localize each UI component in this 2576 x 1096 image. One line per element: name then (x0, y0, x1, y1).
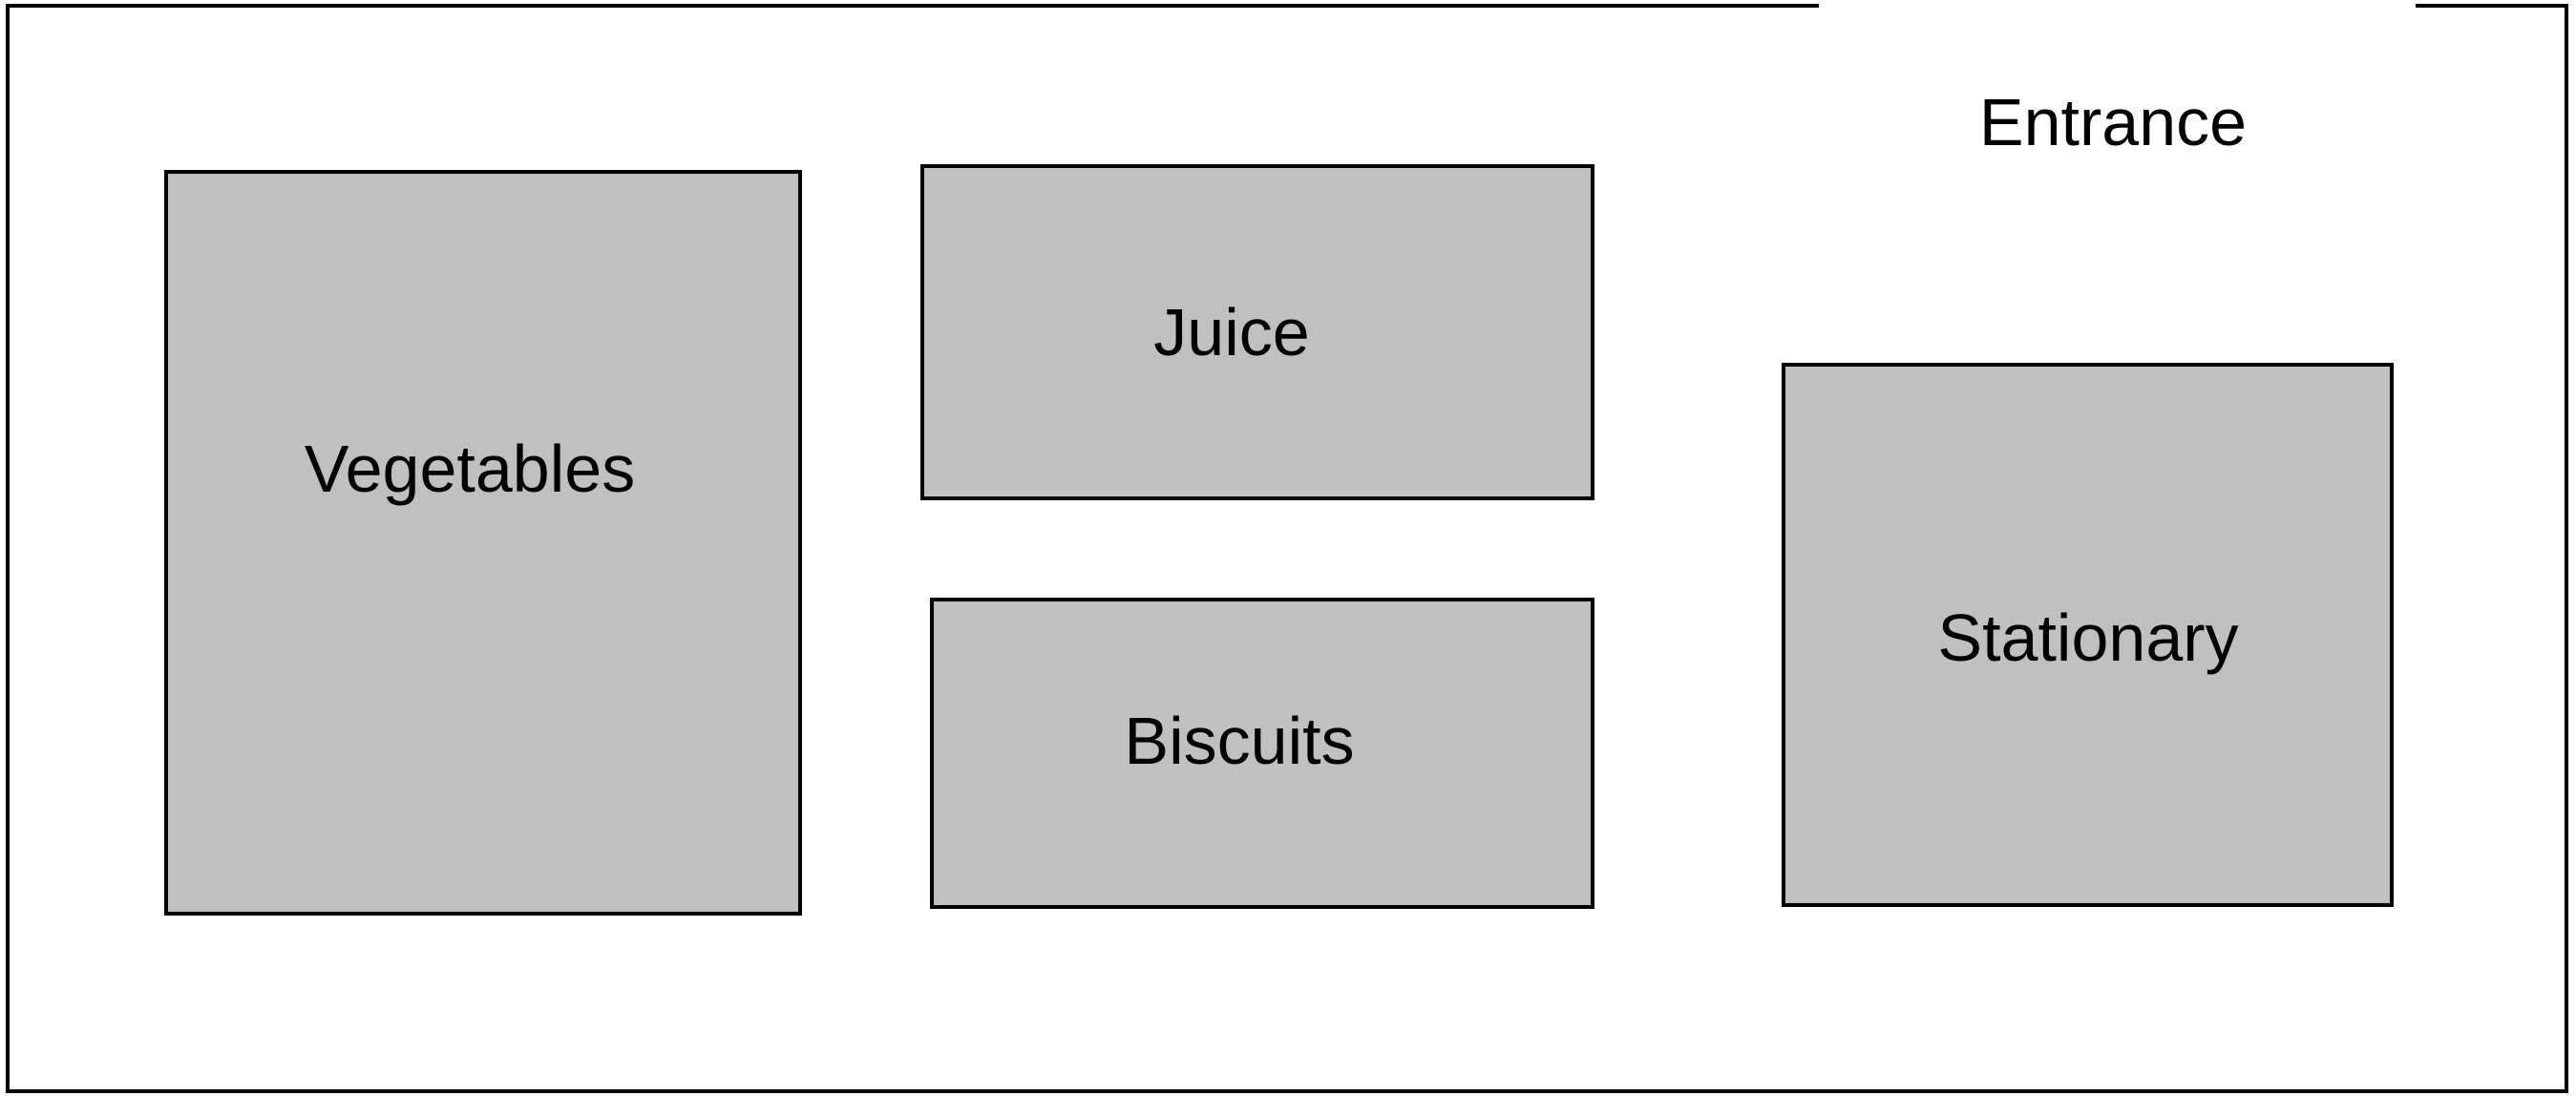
biscuits-section (930, 598, 1594, 909)
entrance-label: Entrance (1978, 85, 2248, 159)
vegetables-label: Vegetables (304, 432, 636, 506)
vegetables-section (164, 170, 802, 916)
juice-label: Juice (1153, 295, 1310, 369)
biscuits-label: Biscuits (1124, 704, 1355, 778)
top-wall-right (2416, 4, 2568, 8)
stationary-label: Stationary (1937, 601, 2239, 675)
top-wall-left (6, 4, 1819, 8)
left-wall (6, 4, 10, 1093)
juice-section (920, 164, 1594, 500)
stationary-section (1782, 363, 2394, 907)
right-wall (2565, 4, 2568, 1093)
bottom-wall (6, 1089, 2568, 1093)
